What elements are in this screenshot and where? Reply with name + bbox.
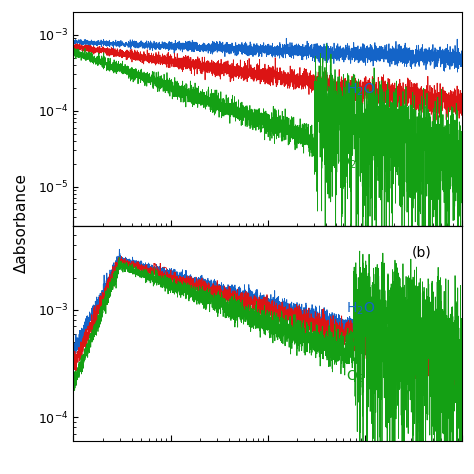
Text: H$_2$O: H$_2$O	[346, 300, 375, 317]
Text: O$_2$: O$_2$	[346, 369, 364, 385]
Text: N$_2$: N$_2$	[151, 262, 169, 278]
Text: Δabsorbance: Δabsorbance	[14, 173, 29, 273]
Text: H$_2$O: H$_2$O	[346, 82, 375, 98]
Text: O$_2$: O$_2$	[338, 154, 356, 171]
Text: (b): (b)	[411, 246, 431, 259]
